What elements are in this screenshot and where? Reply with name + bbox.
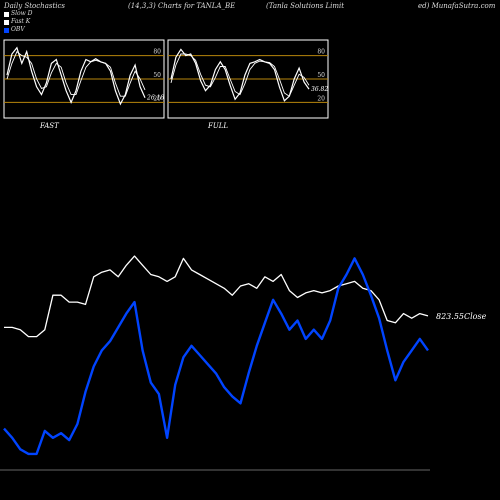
series-line-full-k (170, 48, 310, 102)
legend-item-slow-d: Slow D (4, 10, 33, 18)
header-params: (14,3,3) Charts for TANLA_BE (128, 2, 236, 10)
level-tick-label: 50 (153, 72, 161, 79)
full-panel: 80 50 20 36.82 (168, 48, 328, 103)
legend-swatch (4, 19, 9, 25)
legend: Slow D Fast K OBV (4, 10, 33, 34)
main-panel: 823.55Close (3, 255, 487, 456)
series-line-close (4, 255, 429, 338)
series-line-fast-k (6, 46, 146, 106)
legend-item-obv: OBV (4, 26, 33, 34)
header-right: ed) MunafaSutra.com (418, 2, 496, 10)
level-tick-label: 80 (317, 49, 325, 56)
header-left: Daily Stochastics (4, 2, 66, 10)
level-tick-label: 20 (153, 95, 161, 102)
legend-label: Slow D (11, 10, 33, 17)
legend-swatch (4, 27, 9, 33)
fast-caption: FAST (40, 122, 59, 130)
full-caption: FULL (208, 122, 229, 130)
level-tick-label: 80 (153, 49, 161, 56)
level-tick-label: 50 (317, 72, 325, 79)
legend-swatch (4, 11, 9, 17)
series-line-obv (3, 257, 429, 456)
legend-label: Fast K (11, 18, 31, 25)
legend-item-fast-k: Fast K (4, 18, 33, 26)
header-company: (Tanla Solutions Limit (266, 2, 345, 10)
close-price-value: 823.55 (436, 312, 464, 321)
series-line-slow-d (6, 50, 146, 97)
level-tick-label: 20 (317, 95, 325, 102)
close-price-suffix: Close (464, 312, 487, 321)
last-value-label: 36.82 (311, 86, 328, 93)
last-value-label: 26.18 (146, 95, 164, 102)
legend-label: OBV (11, 26, 25, 33)
series-line-full-d (170, 53, 310, 97)
close-price-label: 823.55Close (436, 312, 487, 321)
